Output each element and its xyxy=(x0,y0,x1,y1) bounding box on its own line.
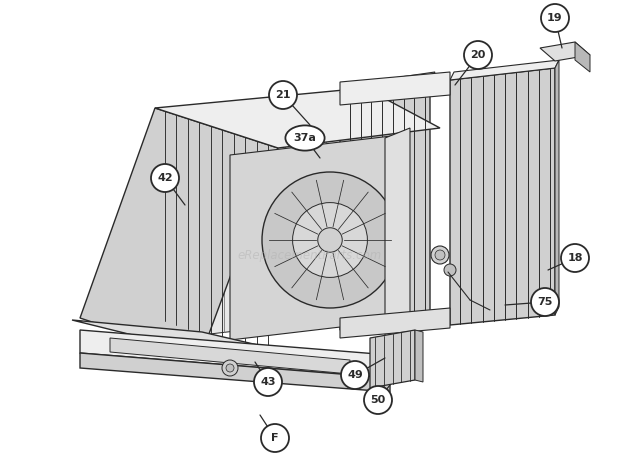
Polygon shape xyxy=(415,330,423,382)
Circle shape xyxy=(293,202,368,277)
Text: 42: 42 xyxy=(157,173,173,183)
Polygon shape xyxy=(540,42,590,61)
Circle shape xyxy=(541,4,569,32)
Polygon shape xyxy=(80,108,278,358)
Text: 43: 43 xyxy=(260,377,276,387)
Polygon shape xyxy=(340,80,430,330)
Circle shape xyxy=(254,368,282,396)
Polygon shape xyxy=(340,308,450,338)
Polygon shape xyxy=(370,330,415,388)
Polygon shape xyxy=(555,60,559,315)
Polygon shape xyxy=(340,72,450,105)
Text: 49: 49 xyxy=(347,370,363,380)
Polygon shape xyxy=(385,128,410,350)
Text: 18: 18 xyxy=(567,253,583,263)
Polygon shape xyxy=(80,353,390,392)
Polygon shape xyxy=(450,68,555,325)
Polygon shape xyxy=(575,42,590,72)
Circle shape xyxy=(364,386,392,414)
Text: 37a: 37a xyxy=(293,133,316,143)
Circle shape xyxy=(561,244,589,272)
Circle shape xyxy=(444,264,456,276)
Circle shape xyxy=(226,364,234,372)
Polygon shape xyxy=(72,320,335,363)
Polygon shape xyxy=(230,135,400,340)
Circle shape xyxy=(261,424,289,452)
Circle shape xyxy=(531,288,559,316)
Text: eReplacementParts.com: eReplacementParts.com xyxy=(238,248,382,262)
Circle shape xyxy=(435,250,445,260)
Text: F: F xyxy=(272,433,279,443)
Circle shape xyxy=(431,246,449,264)
Polygon shape xyxy=(450,60,559,80)
Polygon shape xyxy=(340,72,435,93)
Circle shape xyxy=(318,228,342,252)
Polygon shape xyxy=(175,95,375,338)
Circle shape xyxy=(222,360,238,376)
Circle shape xyxy=(464,41,492,69)
Polygon shape xyxy=(80,330,390,378)
Text: 21: 21 xyxy=(275,90,291,100)
Polygon shape xyxy=(155,88,440,148)
Text: 20: 20 xyxy=(471,50,485,60)
Text: 50: 50 xyxy=(370,395,386,405)
Circle shape xyxy=(341,361,369,389)
Polygon shape xyxy=(110,338,350,374)
Text: 19: 19 xyxy=(547,13,563,23)
Circle shape xyxy=(269,81,297,109)
Circle shape xyxy=(262,172,398,308)
Ellipse shape xyxy=(285,126,325,151)
Text: 75: 75 xyxy=(538,297,552,307)
Circle shape xyxy=(151,164,179,192)
